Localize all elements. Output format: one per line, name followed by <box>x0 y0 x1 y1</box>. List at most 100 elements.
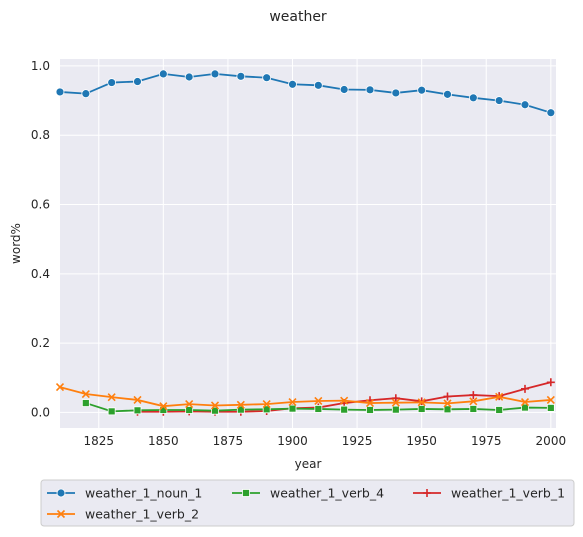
data-point <box>184 72 194 82</box>
legend-entry-weather_1_verb_2: weather_1_verb_2 <box>47 507 199 522</box>
data-point <box>133 395 142 405</box>
y-axis-ticks: 0.0 0.2 0.4 0.6 0.8 1.0 <box>31 59 50 419</box>
y-tick-label: 0.8 <box>31 128 50 142</box>
data-point <box>262 73 272 83</box>
data-point <box>158 69 168 79</box>
legend-label: weather_1_verb_4 <box>270 486 384 501</box>
y-tick-label: 0.6 <box>31 198 50 212</box>
data-point <box>107 407 116 416</box>
data-point <box>313 80 323 90</box>
data-point <box>314 396 323 406</box>
data-point <box>391 88 401 98</box>
chart-title: weather <box>269 9 327 25</box>
data-point <box>365 85 375 95</box>
legend-label: weather_1_verb_1 <box>451 486 565 501</box>
legend-marker <box>56 488 66 498</box>
x-tick-label: 1825 <box>83 434 114 448</box>
data-point <box>236 405 245 414</box>
data-point <box>185 400 194 409</box>
data-point <box>236 400 245 409</box>
x-tick-label: 1850 <box>148 434 179 448</box>
data-point <box>520 100 530 110</box>
data-point <box>133 77 142 86</box>
data-point <box>443 89 452 99</box>
series-weather_1_noun_1 <box>55 69 556 118</box>
y-axis-label: word% <box>9 223 23 264</box>
x-tick-label: 1925 <box>342 434 373 448</box>
data-point <box>55 383 65 392</box>
data-point <box>469 397 478 406</box>
x-tick-label: 1900 <box>277 434 308 448</box>
data-point <box>210 69 220 79</box>
data-point <box>417 85 427 95</box>
data-point <box>211 406 219 415</box>
x-tick-label: 2000 <box>536 434 567 448</box>
y-tick-label: 0.0 <box>31 405 50 419</box>
data-point <box>236 71 246 81</box>
series-layer <box>55 69 556 416</box>
data-point <box>495 406 504 414</box>
legend-entry-weather_1_noun_1: weather_1_noun_1 <box>47 486 202 501</box>
data-point <box>520 397 530 407</box>
data-point <box>443 392 452 401</box>
data-point <box>288 79 297 89</box>
x-tick-label: 1875 <box>213 434 244 448</box>
legend-label: weather_1_noun_1 <box>85 486 202 501</box>
x-tick-label: 1950 <box>406 434 437 448</box>
x-tick-label: 1975 <box>471 434 502 448</box>
data-point <box>391 394 400 403</box>
data-point <box>495 392 504 401</box>
legend-entry-weather_1_verb_1: weather_1_verb_1 <box>413 486 565 501</box>
data-point <box>546 378 555 387</box>
legend: weather_1_noun_1 weather_1_verb_4 weather_… <box>40 479 575 527</box>
data-point <box>339 85 349 94</box>
y-tick-label: 0.2 <box>31 336 50 350</box>
legend-entry-weather_1_verb_4: weather_1_verb_4 <box>232 486 384 501</box>
data-point <box>107 78 117 87</box>
data-point <box>521 403 529 412</box>
grid <box>60 59 556 428</box>
data-point <box>262 405 271 414</box>
legend-marker <box>423 489 431 497</box>
data-point <box>107 393 116 402</box>
data-point <box>81 389 90 399</box>
data-point <box>494 96 504 105</box>
series-weather_1_verb_2 <box>55 383 555 411</box>
data-point <box>314 405 323 413</box>
y-tick-label: 1.0 <box>31 59 50 73</box>
data-point <box>417 405 426 413</box>
data-point <box>417 398 426 407</box>
data-point <box>55 87 65 97</box>
y-tick-label: 0.4 <box>31 267 50 281</box>
data-point <box>391 398 400 407</box>
data-point <box>443 399 452 408</box>
data-point <box>391 405 400 414</box>
legend-frame <box>40 479 575 527</box>
data-point <box>443 405 452 414</box>
data-point <box>340 405 349 414</box>
data-point <box>521 384 529 393</box>
data-point <box>288 397 297 407</box>
data-point <box>210 401 220 410</box>
legend-marker <box>56 509 66 519</box>
series-weather_1_verb_4 <box>81 399 555 416</box>
data-point <box>340 396 349 405</box>
data-point <box>546 404 555 412</box>
data-point <box>365 398 375 408</box>
data-point <box>288 404 297 413</box>
plot-area <box>60 59 556 428</box>
data-point <box>469 405 478 413</box>
data-point <box>469 391 478 400</box>
data-point <box>546 108 556 118</box>
data-point <box>262 400 271 409</box>
x-axis-label: year <box>295 457 322 471</box>
data-point <box>81 89 91 99</box>
x-axis-ticks: 1825 1850 1875 1900 1925 1950 1975 2000 <box>83 434 566 448</box>
data-point <box>159 402 168 411</box>
legend-label: weather_1_verb_2 <box>85 507 199 522</box>
series-line <box>59 386 551 408</box>
data-point <box>133 406 142 415</box>
legend-marker <box>242 489 250 497</box>
data-point <box>546 395 555 405</box>
